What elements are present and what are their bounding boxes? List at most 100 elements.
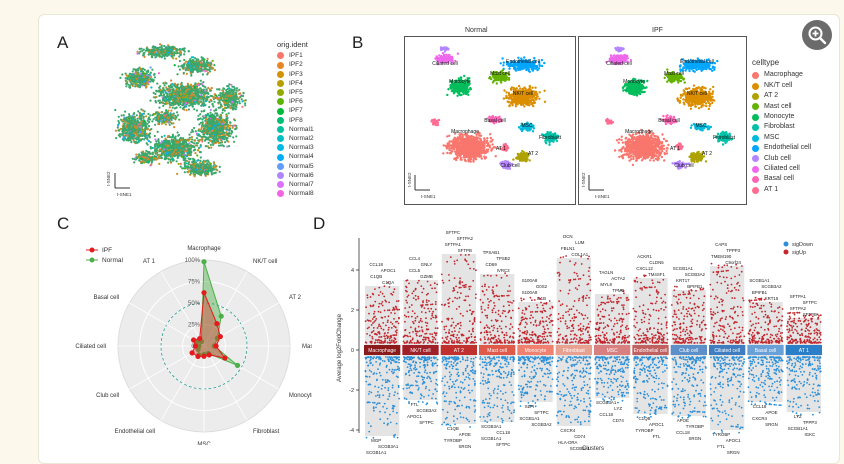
sample-point — [146, 155, 148, 157]
cell-point — [541, 59, 543, 61]
sample-point — [149, 136, 151, 138]
sample-point — [245, 99, 247, 101]
sample-point — [144, 131, 146, 133]
sample-legend-label: Normal8 — [289, 189, 314, 198]
sample-point — [213, 142, 215, 144]
sample-point — [188, 105, 190, 107]
sample-legend-item: Normal2 — [277, 134, 314, 143]
sample-point — [129, 139, 131, 141]
sample-point — [194, 152, 196, 154]
sample-point — [200, 96, 202, 98]
sample-point — [115, 137, 117, 139]
sample-point — [192, 168, 194, 170]
sample-point — [179, 96, 181, 98]
sample-point — [137, 120, 139, 122]
sample-point — [142, 135, 144, 137]
sample-point — [145, 125, 147, 127]
sample-point — [186, 94, 188, 96]
sample-point — [174, 64, 176, 66]
sample-point — [158, 145, 160, 147]
sample-legend-item: IPF8 — [277, 116, 314, 125]
sample-legend-swatch — [277, 144, 284, 151]
sample-point — [210, 95, 212, 97]
sample-point — [130, 81, 132, 83]
sample-point — [136, 76, 138, 78]
sample-point — [189, 87, 191, 89]
sample-point — [154, 117, 156, 119]
sample-point — [185, 69, 187, 71]
sample-point — [139, 51, 141, 53]
sample-point — [203, 126, 205, 128]
sample-point — [208, 96, 210, 98]
sample-point — [139, 131, 141, 133]
sample-point — [193, 142, 195, 144]
sample-point — [213, 130, 215, 132]
sample-point — [151, 161, 153, 163]
sample-point — [187, 83, 189, 85]
sample-point — [139, 118, 141, 120]
sample-point — [228, 83, 230, 85]
sample-point — [205, 99, 207, 101]
sample-point — [206, 68, 208, 70]
sample-point — [167, 93, 169, 95]
sample-point — [185, 61, 187, 63]
sample-legend-swatch — [277, 172, 284, 179]
sample-point — [198, 123, 200, 125]
sample-point — [154, 51, 156, 53]
sample-point — [166, 145, 168, 147]
sample-point — [150, 52, 152, 54]
sample-point — [200, 105, 202, 107]
sample-legend-item: Normal5 — [277, 162, 314, 171]
sample-point — [139, 112, 141, 114]
sample-point — [219, 97, 221, 99]
cell-point — [519, 65, 521, 67]
sample-point — [163, 148, 165, 150]
sample-point — [183, 93, 185, 95]
sample-point — [179, 49, 181, 51]
sample-point — [136, 53, 138, 55]
sample-point — [218, 119, 220, 121]
sample-point — [184, 160, 186, 162]
sample-point — [142, 153, 144, 155]
sample-point — [232, 136, 234, 138]
sample-point — [141, 156, 143, 158]
sample-point — [159, 118, 161, 120]
sample-point — [151, 69, 153, 71]
sample-point — [146, 47, 148, 49]
sample-point — [170, 104, 172, 106]
sample-point — [230, 98, 232, 100]
sample-point — [190, 172, 192, 174]
sample-point — [200, 144, 202, 146]
zoom-in-icon[interactable] — [802, 20, 832, 50]
sample-point — [203, 62, 205, 64]
sample-point — [208, 136, 210, 138]
sample-point — [153, 118, 155, 120]
sample-point — [119, 77, 121, 79]
sample-point — [232, 127, 234, 129]
sample-point — [235, 106, 237, 108]
cell-point — [447, 88, 449, 90]
sample-point — [127, 78, 129, 80]
sample-point — [163, 115, 165, 117]
sample-legend-swatch — [277, 62, 284, 69]
sample-point — [167, 114, 169, 116]
sample-point — [166, 141, 168, 143]
sample-point — [181, 48, 183, 50]
sample-point — [154, 54, 156, 56]
sample-point — [199, 113, 201, 115]
sample-point — [203, 103, 205, 105]
sample-point — [131, 134, 133, 136]
sample-point — [185, 102, 187, 104]
sample-point — [193, 161, 195, 163]
sample-point — [231, 131, 233, 133]
cell-point — [518, 69, 520, 71]
sample-point — [232, 93, 234, 95]
sample-point — [137, 110, 139, 112]
sample-point — [196, 137, 198, 139]
sample-point — [170, 156, 172, 158]
sample-point — [219, 171, 221, 173]
sample-point — [170, 52, 172, 54]
cell-point — [500, 62, 502, 64]
sample-point — [218, 133, 220, 135]
sample-point — [165, 96, 167, 98]
